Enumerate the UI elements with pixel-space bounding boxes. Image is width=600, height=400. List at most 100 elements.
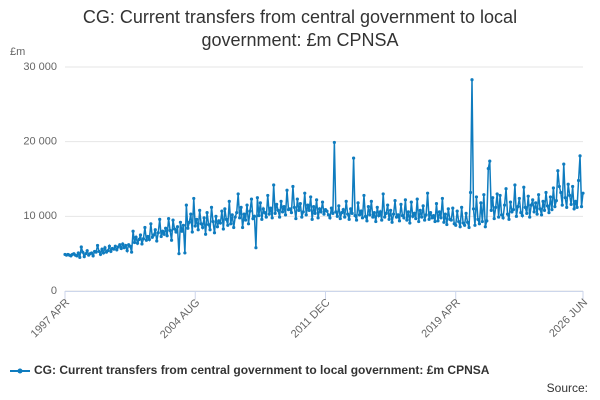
data-point <box>307 208 311 212</box>
data-point <box>329 206 333 210</box>
data-point <box>212 231 217 235</box>
data-point <box>442 220 446 224</box>
data-point <box>578 154 582 158</box>
data-point <box>386 203 390 207</box>
data-point <box>341 208 345 212</box>
data-point <box>167 216 171 221</box>
data-point <box>369 199 373 203</box>
data-point <box>498 193 502 198</box>
data-line <box>64 79 584 259</box>
data-point <box>454 223 458 227</box>
data-point <box>523 205 527 209</box>
data-point <box>494 205 498 209</box>
data-point <box>220 209 224 213</box>
data-point <box>186 226 190 230</box>
data-point <box>381 192 385 196</box>
data-point <box>196 228 200 232</box>
data-point <box>171 218 175 222</box>
data-point <box>437 210 442 214</box>
data-point <box>118 243 122 247</box>
data-point <box>283 213 288 217</box>
y-tick-label: 20 000 <box>23 136 57 148</box>
data-point <box>138 233 143 237</box>
data-point <box>275 202 279 206</box>
data-point <box>202 216 206 220</box>
data-point <box>128 244 132 248</box>
data-point <box>261 207 265 211</box>
data-point <box>529 203 533 207</box>
data-point <box>178 220 183 224</box>
data-point <box>137 237 141 242</box>
data-point <box>140 242 144 246</box>
data-point <box>304 213 308 217</box>
data-point <box>344 199 348 203</box>
y-tick-label: 0 <box>51 285 57 297</box>
data-point <box>230 213 234 217</box>
data-point <box>443 212 447 216</box>
data-point <box>417 219 421 224</box>
data-point <box>177 252 181 256</box>
data-point <box>229 222 233 226</box>
data-point <box>279 199 283 203</box>
data-point <box>248 209 252 213</box>
data-point <box>377 213 381 218</box>
data-point <box>511 208 516 212</box>
data-point <box>103 246 107 250</box>
data-point <box>337 204 341 208</box>
data-point <box>548 195 553 199</box>
data-point <box>326 213 331 217</box>
data-point <box>245 203 249 207</box>
x-tick-label: 2019 APR <box>419 297 463 341</box>
data-point <box>477 222 481 226</box>
data-point <box>384 211 388 215</box>
data-point <box>270 216 274 220</box>
data-point <box>211 219 215 224</box>
data-point <box>489 208 493 212</box>
data-point <box>338 216 342 221</box>
data-point <box>257 213 261 218</box>
data-point <box>280 210 285 214</box>
data-point <box>193 224 197 228</box>
data-point <box>486 166 490 171</box>
data-point <box>525 211 529 215</box>
data-point <box>412 211 416 215</box>
data-point <box>313 211 317 215</box>
data-point <box>243 218 248 222</box>
data-point <box>545 204 550 208</box>
data-point <box>446 207 450 211</box>
data-point <box>520 213 524 218</box>
data-point <box>164 226 168 230</box>
data-point <box>292 205 296 209</box>
data-point <box>113 244 117 248</box>
data-point <box>557 184 561 189</box>
data-point <box>334 210 338 214</box>
data-point <box>568 193 572 198</box>
data-point <box>81 250 85 254</box>
data-point <box>266 193 270 198</box>
data-point <box>227 199 231 203</box>
data-point <box>206 222 211 227</box>
x-tick-label: 2004 AUG <box>158 297 202 341</box>
data-point <box>393 199 397 203</box>
data-point <box>365 219 369 223</box>
data-point <box>366 205 370 209</box>
data-point <box>402 216 406 220</box>
data-point <box>405 218 409 222</box>
data-point <box>285 188 289 192</box>
data-point <box>488 159 492 163</box>
legend-label: CG: Current transfers from central gover… <box>34 363 490 377</box>
data-point <box>460 205 464 209</box>
data-point <box>415 197 419 201</box>
data-point <box>317 207 322 211</box>
data-point <box>78 255 82 259</box>
data-point <box>433 219 437 224</box>
data-point <box>470 78 474 82</box>
data-point <box>403 198 407 202</box>
data-point <box>431 213 436 218</box>
data-point <box>531 198 535 202</box>
data-point <box>153 228 157 232</box>
data-point <box>141 237 146 241</box>
data-point <box>199 222 203 226</box>
data-point <box>575 205 579 209</box>
